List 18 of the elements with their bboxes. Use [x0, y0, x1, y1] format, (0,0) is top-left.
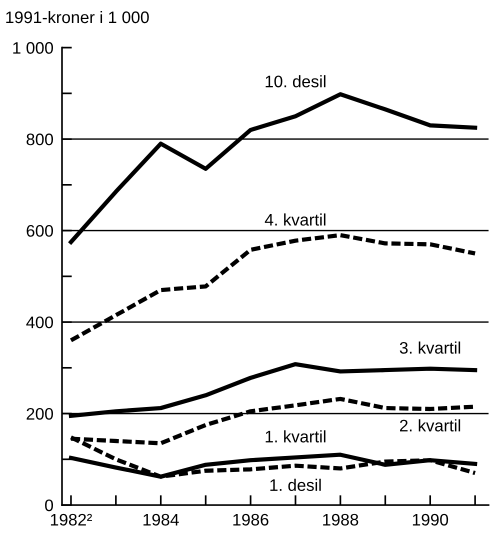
- series-label: 2. kvartil: [400, 419, 460, 432]
- series-label: 10. desil: [266, 75, 326, 88]
- y-tick-label: 400: [26, 316, 54, 328]
- series-label: 1. kvartil: [266, 430, 326, 442]
- x-tick-label: 1984: [144, 514, 179, 526]
- y-tick-label: 0: [45, 499, 54, 512]
- series-label: 3. kvartil: [400, 342, 460, 354]
- y-axis-title: 1991-kroner i 1 000: [6, 10, 149, 24]
- x-tick-label: 1990: [412, 514, 448, 526]
- y-tick-label: 1 000: [13, 42, 54, 54]
- y-tick-label: 600: [26, 224, 54, 237]
- series-label: 4. kvartil: [264, 213, 326, 226]
- x-tick-label: 1986: [233, 514, 268, 526]
- y-tick-label: 800: [26, 134, 54, 146]
- y-tick-label: 200: [26, 408, 54, 420]
- x-tick-label: 1988: [323, 514, 358, 526]
- series-label: 1. desil: [270, 478, 321, 492]
- x-tick-label: 1982²: [50, 514, 92, 526]
